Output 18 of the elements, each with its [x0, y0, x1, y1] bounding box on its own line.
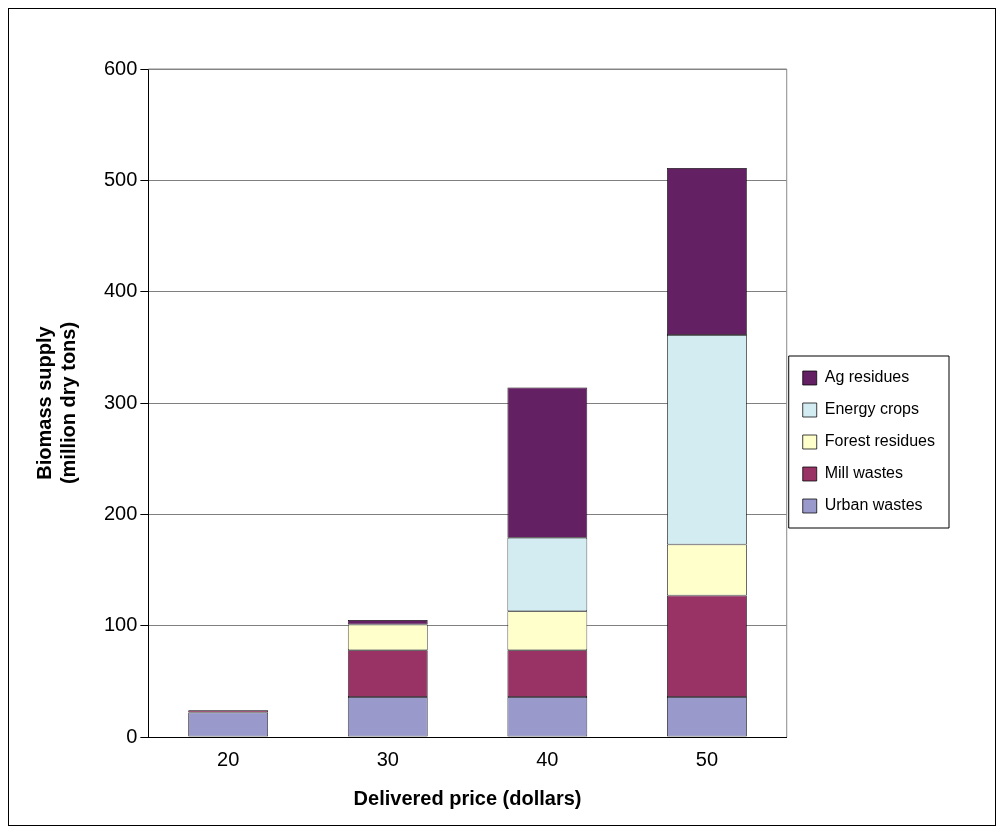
y-tick-label: 500: [103, 167, 138, 190]
x-tick-label: 30: [376, 747, 399, 770]
x-tick-label: 20: [217, 747, 240, 770]
y-tick-label: 600: [103, 56, 138, 79]
legend-label: Forest residues: [824, 432, 935, 450]
x-tick-label: 40: [536, 747, 559, 770]
y-tick-label: 200: [103, 501, 138, 524]
y-tick-label: 100: [103, 613, 138, 636]
x-tick-label: 50: [695, 747, 719, 770]
y-axis-title: Biomass supply (million dry tons): [32, 321, 79, 485]
legend-label: Ag residues: [824, 368, 910, 386]
x-axis-title: Delivered price (dollars): [353, 786, 582, 809]
y-tick-label: 0: [126, 724, 138, 747]
y-tick-label: 400: [103, 279, 138, 302]
y-tick-label: 300: [103, 390, 138, 413]
legend-label: Mill wastes: [824, 464, 903, 482]
legend-label: Urban wastes: [824, 496, 923, 514]
legend-label: Energy crops: [824, 400, 919, 418]
